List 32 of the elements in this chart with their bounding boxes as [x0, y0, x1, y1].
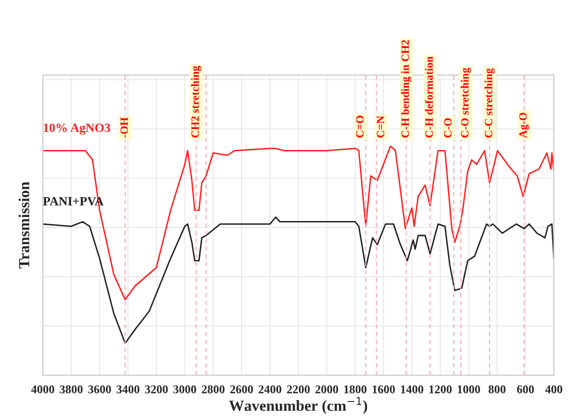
ref-line-label: Ag-O — [519, 112, 530, 138]
x-tick-label: 1000 — [458, 385, 480, 394]
ref-line-label: C=N — [376, 116, 384, 138]
ref-line-label: C=O — [356, 116, 364, 138]
x-tick-label: 1400 — [401, 385, 424, 394]
series-label: 10% AgNO3 — [44, 124, 110, 135]
x-tick-label: 400 — [545, 385, 562, 394]
x-tick-label: 3200 — [145, 385, 168, 394]
x-tick-label: 2000 — [315, 385, 338, 394]
x-tick-label: 2800 — [202, 385, 225, 394]
x-tick-label: 1600 — [372, 385, 395, 394]
x-tick-label: 2600 — [230, 385, 253, 394]
x-tick-label: 2200 — [287, 385, 310, 394]
x-tick-label: 3400 — [116, 385, 140, 394]
x-tick-label: 3800 — [60, 385, 83, 394]
ref-line-label: CH2 stretching — [191, 66, 202, 138]
x-tick-label: 600 — [517, 385, 534, 394]
ref-line-label: C-H bending in CH2 — [401, 40, 412, 138]
x-tick-label: 4000 — [31, 385, 54, 394]
x-tick-label: 1800 — [344, 385, 366, 394]
x-tick-label: 3600 — [88, 385, 111, 394]
x-tick-label: 3000 — [173, 385, 196, 394]
x-tick-label: 800 — [488, 385, 506, 394]
ref-line-label: C-H deformation — [424, 56, 433, 138]
x-axis-title: Wavenumber (cm$^{−1}$) — [229, 397, 368, 414]
ref-line-label: C-O — [444, 118, 452, 138]
y-axis-title: Transmission — [18, 182, 30, 269]
ref-line-label: C-O stretching — [460, 68, 471, 138]
ref-line-label: -OH — [120, 117, 128, 138]
ref-line-label: C-C stretching — [484, 68, 495, 138]
x-tick-label: 2400 — [258, 385, 282, 394]
x-tick-label: 1200 — [429, 385, 452, 394]
